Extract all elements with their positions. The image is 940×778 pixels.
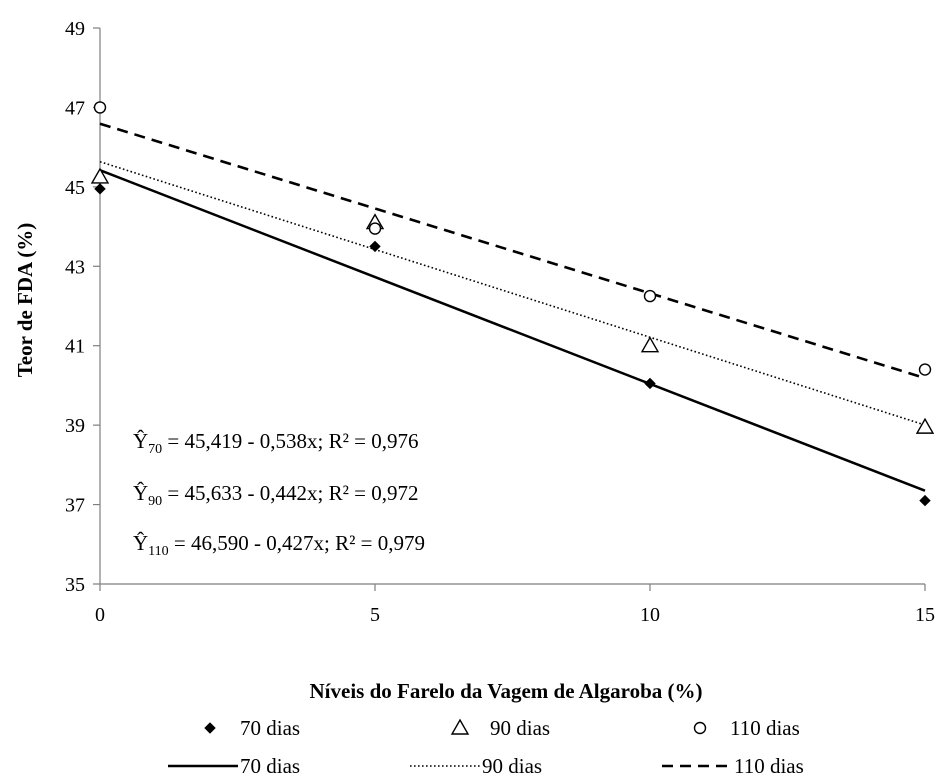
legend-label: 110 dias (730, 716, 800, 740)
point-70-dias (94, 183, 106, 195)
point-110-dias (643, 289, 657, 303)
legend: 70 dias 90 dias 110 dias 70 dias 90 dias 110 … (168, 716, 804, 778)
trendlines (99, 122, 926, 492)
legend-item-line-90-dias: 90 dias (410, 754, 542, 778)
regression-equation: Ŷ90 = 45,633 - 0,442x; R² = 0,972 (133, 481, 419, 509)
x-axis-title: Níveis do Farelo da Vagem de Algaroba (%… (310, 679, 703, 703)
legend-label: 90 dias (482, 754, 542, 778)
tick-labels: 35 37 39 41 43 45 47 49 0 5 10 15 (65, 18, 935, 626)
legend-label: 70 dias (240, 754, 300, 778)
regression-equations: Ŷ70 = 45,419 - 0,538x; R² = 0,976 Ŷ90 = 4… (133, 429, 425, 559)
point-90-dias (90, 167, 110, 184)
trendline-90-dias (99, 160, 926, 426)
x-tick-label: 15 (915, 604, 935, 626)
y-tick-label: 49 (65, 18, 85, 40)
y-tick-label: 35 (65, 574, 85, 596)
trendline-70-dias (99, 169, 926, 492)
legend-item-marker-110-dias: 110 dias (693, 716, 800, 740)
x-tick-label: 5 (370, 604, 380, 626)
legend-marker-circle (693, 721, 707, 735)
legend-item-line-110-dias: 110 dias (662, 754, 804, 778)
y-tick-label: 39 (65, 415, 85, 437)
legend-label: 70 dias (240, 716, 300, 740)
trendline-110-dias (99, 122, 926, 380)
legend-label: 110 dias (734, 754, 804, 778)
point-70-dias (919, 494, 931, 507)
legend-marker-triangle (450, 718, 470, 735)
y-tick-label: 41 (65, 336, 85, 358)
y-tick-label: 43 (65, 256, 85, 278)
point-110-dias (93, 101, 107, 114)
point-90-dias (640, 336, 660, 353)
y-tick-label: 45 (65, 177, 85, 199)
y-axis-title: Teor de FDA (%) (13, 223, 37, 378)
x-tick-label: 0 (95, 604, 105, 626)
point-70-dias (644, 377, 656, 390)
legend-item-marker-70-dias: 70 dias (204, 716, 300, 740)
point-70-dias (369, 240, 381, 253)
axes (93, 27, 926, 591)
data-points (90, 101, 935, 507)
y-tick-label: 37 (65, 495, 85, 517)
legend-label: 90 dias (490, 716, 550, 740)
point-90-dias (915, 417, 935, 434)
x-tick-label: 10 (640, 604, 660, 626)
point-110-dias (918, 363, 932, 376)
legend-item-line-70-dias: 70 dias (168, 754, 300, 778)
legend-marker-diamond (204, 722, 216, 734)
legend-item-marker-90-dias: 90 dias (450, 716, 550, 740)
y-tick-label: 47 (65, 97, 85, 119)
regression-equation: Ŷ70 = 45,419 - 0,538x; R² = 0,976 (133, 429, 419, 457)
regression-equation: Ŷ110 = 46,590 - 0,427x; R² = 0,979 (133, 531, 425, 559)
point-110-dias (368, 222, 382, 235)
